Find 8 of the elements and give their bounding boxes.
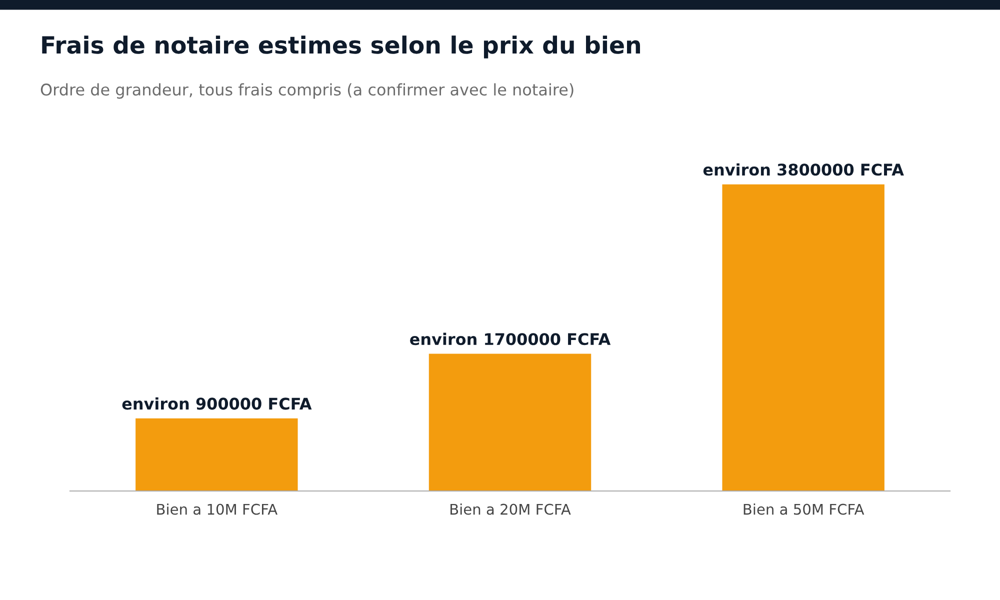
- x-tick-label: Bien a 10M FCFA: [157, 504, 278, 515]
- chart-title: Frais de notaire estimes selon le prix du bien: [42, 36, 640, 58]
- x-tick-label: Bien a 20M FCFA: [450, 504, 571, 515]
- data-label: environ 900000 FCFA: [122, 397, 312, 410]
- x-tick-label: Bien a 50M FCFA: [744, 504, 864, 515]
- data-label: environ 3800000 FCFA: [703, 163, 904, 176]
- chart-subtitle: Ordre de grandeur, tous frais compris (a confirmer avec le notaire): [40, 83, 574, 99]
- data-label: environ 1700000 FCFA: [410, 332, 611, 346]
